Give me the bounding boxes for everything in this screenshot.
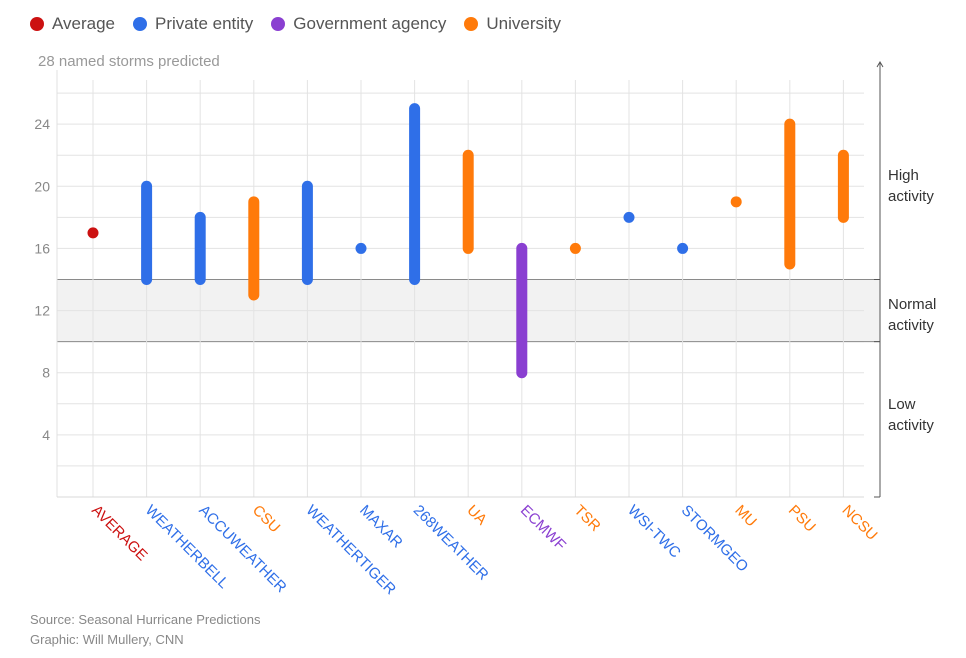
zone-low-line1: Low [888,396,916,413]
private-entity-legend-dot [133,17,148,31]
arrow-up-icon [876,61,884,68]
x-tick-label: PSU [785,502,819,536]
zone-normal-line1: Normal [888,296,937,313]
zone-label-normal: Normal activity [888,294,936,336]
government-agency-legend-dot [271,17,286,31]
y-tick-label: 24 [34,116,50,132]
legend-label-private-entity: Private entity [155,14,254,33]
x-tick-label: NCSU [839,502,881,544]
x-tick-label: MAXAR [356,502,406,552]
legend-item-government-agency: Government agency [271,14,446,34]
legend-item-average: Average [30,14,115,34]
data-point-maxar [355,242,367,254]
zone-low-line2: activity [888,417,934,434]
zone-high-line2: activity [888,188,934,205]
graphic-credit: Graphic: Will Mullery, CNN [30,632,184,647]
data-point-average [87,227,99,239]
legend: Average Private entity Government agency… [30,14,561,34]
legend-label-university: University [486,14,561,33]
chart-title: 28 named storms predicted [38,53,220,70]
zone-high-line1: High [888,167,919,184]
y-tick-label: 20 [34,178,50,194]
data-point-mu [730,196,742,208]
data-point-stormgeo [677,242,689,254]
zone-label-low: Low activity [888,394,934,436]
legend-label-government-agency: Government agency [293,14,447,33]
university-legend-dot [464,17,479,31]
x-tick-label: WSI-TWC [624,502,684,562]
y-tick-label: 12 [34,303,50,319]
average-legend-dot [30,17,44,31]
y-tick-label: 4 [42,427,50,443]
legend-item-private-entity: Private entity [133,14,253,34]
zone-label-high: High activity [888,165,934,207]
data-point-tsr [569,242,581,254]
x-tick-label: ECMWF [517,502,569,554]
x-tick-label: CSU [249,502,283,536]
y-tick-label: 16 [34,240,50,256]
legend-item-university: University [464,14,561,34]
x-tick-label: MU [731,502,760,531]
x-tick-label: TSR [571,502,604,535]
x-tick-label: UA [463,502,490,529]
y-tick-label: 8 [42,365,50,381]
title-background [32,50,236,70]
x-tick-label: AVERAGE [88,502,151,565]
x-tick-label: WEATHERTIGER [303,502,400,599]
legend-label-average: Average [52,14,116,33]
zone-normal-line2: activity [888,317,934,334]
data-point-wsi-twc [623,211,635,223]
source-note: Source: Seasonal Hurricane Predictions [30,612,261,627]
